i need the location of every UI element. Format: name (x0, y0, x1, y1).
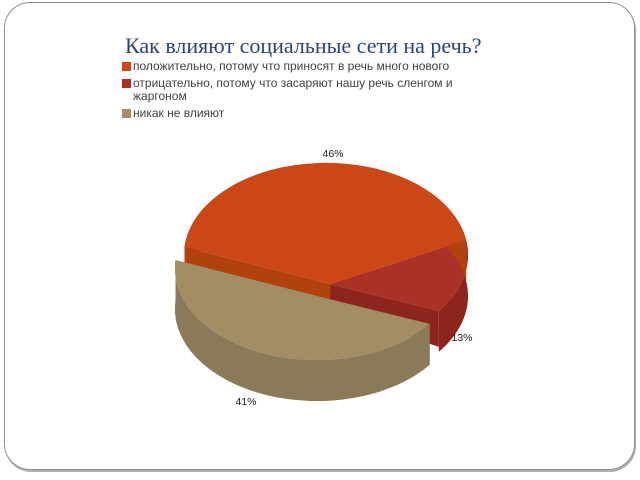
legend-item-label: никак не влияют (133, 106, 225, 120)
pie-percentage-label: 41% (235, 396, 256, 408)
legend-item-label: отрицательно, потому что засаряют нашу р… (133, 76, 453, 103)
legend-item: отрицательно, потому что засаряют нашу р… (122, 77, 504, 103)
pie-percentage-label: 46% (322, 148, 343, 160)
legend-item: положительно, потому что приносят в речь… (122, 60, 504, 73)
slide-title: Как влияют социальные сети на речь? (125, 33, 482, 58)
pie-slice-wall-1 (438, 240, 469, 352)
legend-swatch (122, 62, 131, 71)
chart-legend: положительно, потому что приносят в речь… (122, 60, 504, 124)
legend-item: никак не влияют (122, 107, 504, 120)
pie-slice-wall-2 (174, 260, 430, 402)
legend-swatch (122, 79, 131, 88)
legend-item-label: положительно, потому что приносят в речь… (133, 59, 450, 73)
pie-slice-2 (174, 260, 430, 361)
legend-swatch (122, 109, 131, 118)
pie-percentage-label: 13% (451, 332, 472, 344)
pie-slice-1 (330, 240, 469, 311)
pie-slice-0 (184, 162, 467, 284)
